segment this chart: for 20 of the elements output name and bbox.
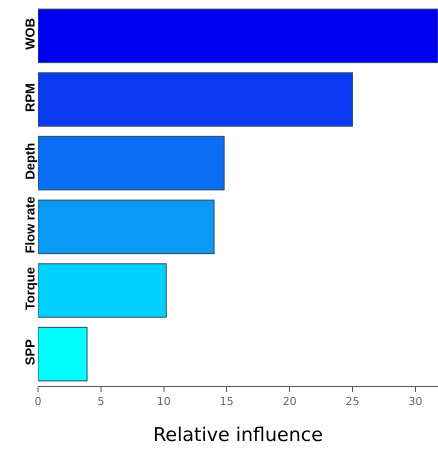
y-tick-label: WOB bbox=[22, 18, 38, 50]
bar bbox=[38, 263, 167, 318]
bar bbox=[38, 136, 225, 190]
x-tick-label: 20 bbox=[282, 395, 297, 408]
bar bbox=[38, 200, 215, 254]
bar bbox=[38, 326, 88, 382]
x-tick-label: 10 bbox=[156, 395, 171, 408]
y-tick-label: SPP bbox=[22, 338, 38, 366]
x-tick-label: 15 bbox=[220, 395, 234, 408]
x-tick-label: 5 bbox=[97, 395, 104, 408]
x-tick-label: 0 bbox=[34, 395, 42, 408]
y-tick-label: Depth bbox=[22, 142, 38, 180]
x-axis-title: Relative influence bbox=[153, 424, 323, 446]
y-tick-label: Torque bbox=[22, 267, 38, 310]
y-tick-label: RPM bbox=[22, 83, 38, 112]
x-tick-label: 30 bbox=[408, 395, 422, 408]
bar bbox=[38, 72, 353, 127]
y-tick-label: Flow rate bbox=[22, 196, 38, 254]
bar bbox=[38, 8, 438, 64]
x-tick-label: 25 bbox=[345, 395, 360, 408]
